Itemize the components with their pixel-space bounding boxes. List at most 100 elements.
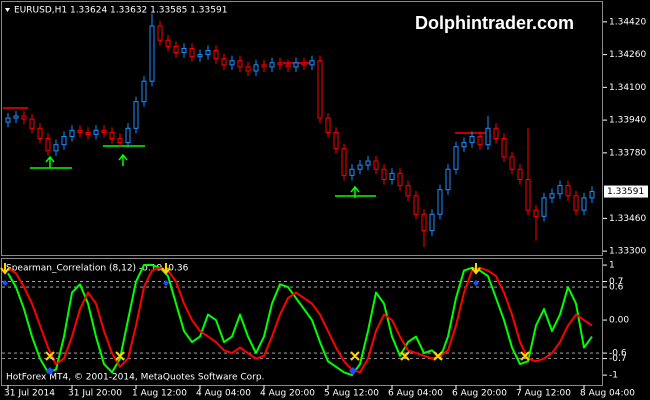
x-tick-label: 6 Aug 04:00 (388, 389, 443, 399)
candle-body (77, 129, 83, 133)
sell-arrow (161, 263, 171, 275)
candle-body (549, 193, 555, 199)
chart-header: EURUSD,H1 1.33624 1.33632 1.33585 1.3359… (14, 6, 227, 16)
diamond (349, 367, 357, 375)
main-panel-frame (1, 1, 603, 256)
y-tick-label: 1.33940 (609, 116, 646, 126)
y-tick-label: 1 (609, 261, 615, 271)
candle-body (213, 50, 219, 60)
candle-body (37, 127, 43, 140)
candle-body (173, 45, 179, 54)
footer: HotForex MT4, © 2001-2014, MetaQuotes So… (6, 373, 264, 383)
y-tick-label: 1.34260 (609, 50, 646, 60)
candle-body (381, 168, 387, 180)
candle-body (61, 135, 67, 146)
candle-body (341, 148, 347, 176)
current-price-label: 1.33591 (607, 187, 644, 197)
candle-body (237, 60, 243, 68)
candle-body (365, 160, 371, 166)
candle-body (21, 115, 27, 120)
candle-body (485, 127, 491, 146)
candle-body (397, 172, 403, 187)
candle-body (357, 164, 363, 170)
candle-body (333, 131, 339, 150)
candle-body (189, 47, 195, 58)
candle-body (53, 144, 59, 152)
candle-body (221, 58, 227, 66)
diamond (2, 280, 8, 286)
x-tick-label: 5 Aug 12:00 (324, 389, 379, 399)
sell-arrow (471, 263, 481, 275)
header-icon (5, 8, 10, 12)
y-tick-label: -0.7 (609, 354, 627, 364)
candle-body (229, 60, 235, 66)
candle-body (157, 25, 163, 41)
indicator-line (7, 266, 593, 374)
x-tick-label: 6 Aug 20:00 (452, 389, 507, 399)
candle-body (477, 135, 483, 146)
candle-body (117, 138, 123, 144)
candle-body (269, 62, 275, 68)
candle-body (165, 39, 171, 47)
candle-body (261, 64, 267, 68)
candle-body (149, 25, 155, 82)
candle-body (509, 156, 515, 170)
y-tick-label: -1 (609, 371, 618, 381)
candle-body (445, 168, 451, 191)
candle-body (317, 60, 323, 119)
candle-body (181, 47, 187, 54)
y-tick-label: 1.34100 (609, 83, 646, 93)
candle-body (93, 129, 99, 135)
candle-body (29, 118, 35, 129)
x-tick-label: 1 Aug 12:00 (132, 389, 187, 399)
candle-body (565, 185, 571, 197)
candle-body (125, 127, 131, 144)
candle-body (285, 64, 291, 68)
x-tick-label: 8 Aug 04:00 (580, 389, 635, 399)
candle-body (573, 195, 579, 211)
candle-body (589, 191, 595, 199)
candle-body (245, 66, 251, 72)
indicator-title: Spearman_Correlation (8,12) -0.19 -0.36 (6, 264, 189, 274)
candle-body (69, 129, 75, 137)
candle-body (501, 138, 507, 158)
diamond (163, 280, 169, 286)
candle-body (5, 117, 11, 123)
candle-body (325, 117, 331, 133)
candle-body (461, 142, 467, 148)
current-price-box (604, 185, 648, 198)
candle-body (109, 131, 115, 140)
candle-body (469, 135, 475, 144)
watermark: Dolphintrader.com (415, 13, 574, 33)
candle-body (309, 60, 315, 66)
candle-body (205, 50, 211, 56)
candle-body (421, 213, 427, 232)
candle-body (405, 185, 411, 197)
candle-body (373, 160, 379, 170)
candle-body (141, 80, 147, 103)
diamond (473, 280, 479, 286)
candle-body (525, 178, 531, 211)
candle-body (453, 146, 459, 170)
candle-body (493, 127, 499, 140)
candle-body (541, 197, 547, 217)
plot-area: 1.34420 1.34260 1.34100 1.33940 1.33780 1.334… (2, 13, 648, 399)
y-tick-label: 0.6 (609, 283, 624, 293)
buy-arrow (45, 155, 55, 168)
candle-body (349, 168, 355, 176)
candle-body (389, 172, 395, 180)
candle-body (517, 168, 523, 180)
candle-body (293, 62, 299, 68)
x-tick-label: 7 Aug 12:00 (516, 389, 571, 399)
candle-body (413, 195, 419, 215)
y-tick-label: 0.00 (609, 316, 629, 326)
candle-body (101, 129, 107, 133)
y-tick-label: 1.33300 (609, 247, 646, 257)
candle-body (45, 138, 51, 152)
y-tick-label: 0.7 (609, 277, 623, 287)
buy-arrow (118, 153, 128, 166)
candle-body (581, 197, 587, 211)
cross-markers (45, 351, 530, 361)
